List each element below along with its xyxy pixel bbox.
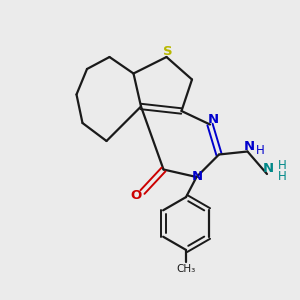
Text: CH₃: CH₃ xyxy=(176,264,196,274)
Text: N: N xyxy=(243,140,255,153)
Text: O: O xyxy=(130,189,142,202)
Text: H: H xyxy=(278,170,286,183)
Text: N: N xyxy=(191,170,203,183)
Text: N: N xyxy=(263,162,274,175)
Text: H: H xyxy=(278,159,286,172)
Text: S: S xyxy=(163,45,173,58)
Text: H: H xyxy=(256,144,265,157)
Text: N: N xyxy=(208,112,219,126)
